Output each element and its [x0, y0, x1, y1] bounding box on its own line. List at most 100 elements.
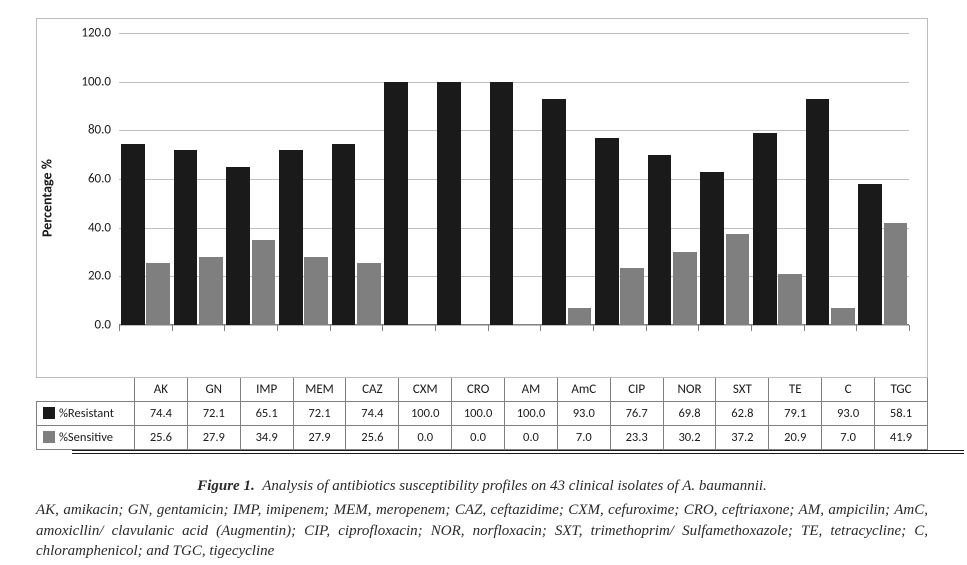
- table-row-categories: AKGNIMPMEMCAZCXMCROAMAmCCIPNORSXTTECTGC: [37, 378, 928, 402]
- value-cell: 72.1: [187, 402, 240, 426]
- category-cell: CIP: [610, 378, 663, 402]
- legend-label: %Sensitive: [59, 430, 113, 445]
- legend-cell: %Sensitive: [37, 426, 135, 450]
- x-tick: [856, 325, 857, 331]
- category-cell: CXM: [399, 378, 452, 402]
- value-cell: 27.9: [187, 426, 240, 450]
- value-cell: 58.1: [875, 402, 928, 426]
- value-cell: 0.0: [505, 426, 558, 450]
- bar-resistant: [700, 172, 724, 325]
- x-tick: [435, 325, 436, 331]
- category-cell: SXT: [716, 378, 769, 402]
- category-cell: AmC: [557, 378, 610, 402]
- x-tick: [593, 325, 594, 331]
- bar-group: [488, 33, 541, 325]
- caption-title-line: Figure 1. Analysis of antibiotics suscep…: [36, 476, 928, 496]
- table-bottom-rule: [72, 450, 964, 454]
- gridline: [119, 325, 909, 326]
- bar-group: [330, 33, 383, 325]
- y-tick-label: 20.0: [71, 269, 111, 284]
- value-cell: 0.0: [399, 426, 452, 450]
- bar-sensitive: [304, 257, 328, 325]
- x-tick: [646, 325, 647, 331]
- value-cell: 100.0: [505, 402, 558, 426]
- x-tick: [382, 325, 383, 331]
- value-cell: 20.9: [769, 426, 822, 450]
- legend-cell-empty: [37, 378, 135, 402]
- value-cell: 69.8: [663, 402, 716, 426]
- category-cell: TE: [769, 378, 822, 402]
- bar-resistant: [279, 150, 303, 325]
- category-cell: NOR: [663, 378, 716, 402]
- bar-resistant: [806, 99, 830, 325]
- bar-sensitive: [884, 223, 908, 325]
- value-cell: 93.0: [557, 402, 610, 426]
- value-cell: 30.2: [663, 426, 716, 450]
- bar-group: [751, 33, 804, 325]
- category-cell: MEM: [293, 378, 346, 402]
- value-cell: 41.9: [875, 426, 928, 450]
- bar-sensitive: [568, 308, 592, 325]
- bar-sensitive: [726, 234, 750, 325]
- x-tick: [751, 325, 752, 331]
- value-cell: 76.7: [610, 402, 663, 426]
- figure-container: Percentage % 0.020.040.060.080.0100.0120…: [0, 0, 967, 454]
- x-tick: [277, 325, 278, 331]
- bar-resistant: [648, 155, 672, 325]
- bar-group: [277, 33, 330, 325]
- bar-resistant: [332, 144, 356, 325]
- bar-resistant: [174, 150, 198, 325]
- bar-resistant: [384, 82, 408, 325]
- value-cell: 100.0: [452, 402, 505, 426]
- value-cell: 7.0: [557, 426, 610, 450]
- bar-group: [382, 33, 435, 325]
- value-cell: 37.2: [716, 426, 769, 450]
- data-table: AKGNIMPMEMCAZCXMCROAMAmCCIPNORSXTTECTGC%…: [36, 377, 928, 450]
- bar-resistant: [226, 167, 250, 325]
- category-cell: CRO: [452, 378, 505, 402]
- bar-resistant: [753, 133, 777, 325]
- plot-area: 0.020.040.060.080.0100.0120.0: [119, 33, 909, 325]
- y-tick-label: 40.0: [71, 220, 111, 235]
- bar-resistant: [490, 82, 514, 325]
- y-tick-label: 100.0: [71, 74, 111, 89]
- value-cell: 65.1: [240, 402, 293, 426]
- bar-resistant: [542, 99, 566, 325]
- value-cell: 27.9: [293, 426, 346, 450]
- bar-sensitive: [146, 263, 170, 325]
- value-cell: 7.0: [822, 426, 875, 450]
- value-cell: 25.6: [346, 426, 399, 450]
- bar-group: [224, 33, 277, 325]
- table-row: %Resistant74.472.165.172.174.4100.0100.0…: [37, 402, 928, 426]
- legend-swatch: [43, 431, 55, 443]
- x-tick: [909, 325, 910, 331]
- x-tick: [330, 325, 331, 331]
- category-cell: AK: [135, 378, 188, 402]
- y-tick-label: 120.0: [71, 26, 111, 41]
- bar-group: [119, 33, 172, 325]
- x-tick: [488, 325, 489, 331]
- bar-group: [646, 33, 699, 325]
- bar-sensitive: [357, 263, 381, 325]
- bar-group: [856, 33, 909, 325]
- category-cell: CAZ: [346, 378, 399, 402]
- value-cell: 0.0: [452, 426, 505, 450]
- y-axis-title: Percentage %: [39, 159, 56, 237]
- category-cell: IMP: [240, 378, 293, 402]
- x-tick: [698, 325, 699, 331]
- bar-group: [698, 33, 751, 325]
- bar-resistant: [437, 82, 461, 325]
- category-cell: GN: [187, 378, 240, 402]
- figure-label: Figure 1.: [197, 478, 255, 494]
- caption-title-text: Analysis of antibiotics susceptibility p…: [262, 478, 767, 494]
- caption-abbreviations: AK, amikacin; GN, gentamicin; IMP, imipe…: [36, 500, 928, 561]
- x-tick: [119, 325, 120, 331]
- y-tick-label: 80.0: [71, 123, 111, 138]
- y-tick-label: 0.0: [71, 318, 111, 333]
- value-cell: 74.4: [346, 402, 399, 426]
- legend-label: %Resistant: [59, 406, 114, 421]
- value-cell: 100.0: [399, 402, 452, 426]
- x-tick: [804, 325, 805, 331]
- bars-layer: [119, 33, 909, 325]
- y-tick-label: 60.0: [71, 172, 111, 187]
